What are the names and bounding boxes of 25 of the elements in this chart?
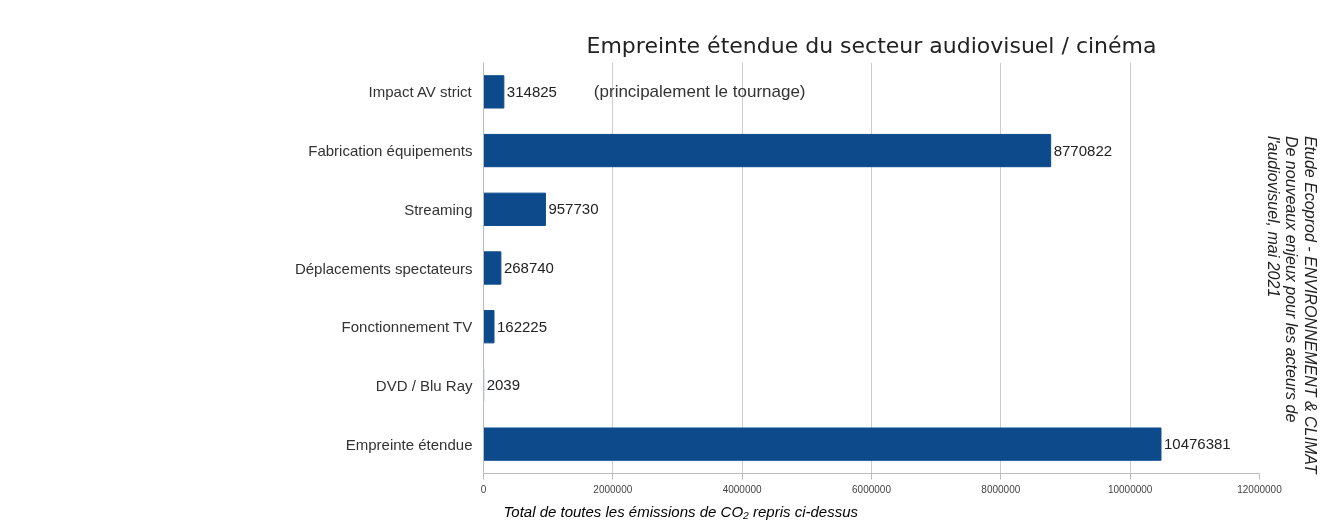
y-tick-label: Empreinte étendue bbox=[345, 435, 473, 453]
chart-title: Empreinte étendue du secteur audiovisuel / cinéma bbox=[586, 32, 1157, 58]
x-tick-label: 2000000 bbox=[593, 483, 633, 495]
x-tick-label: 8000000 bbox=[981, 483, 1021, 495]
x-tick-label: 12000000 bbox=[1237, 483, 1283, 495]
x-tick-label: 4000000 bbox=[722, 483, 763, 495]
y-tick-label: Streaming bbox=[404, 200, 473, 218]
annotation: (principalement le tournage) bbox=[593, 82, 806, 102]
data-label: 10476381 bbox=[1163, 435, 1231, 453]
y-tick-label: Impact AV strict bbox=[368, 83, 473, 101]
data-label: 314825 bbox=[506, 82, 557, 100]
y-tick-label: DVD / Blu Ray bbox=[375, 376, 473, 394]
y-tick-label: Déplacements spectateurs bbox=[294, 259, 473, 277]
data-label: 268740 bbox=[503, 259, 554, 276]
y-tick-label: Fonctionnement TV bbox=[341, 318, 473, 336]
y-tick-label: Fabrication équipements bbox=[308, 142, 473, 160]
text: Total de toutes les émissions de CO₂ repris ci-dessus bbox=[503, 502, 859, 520]
data-label: 957730 bbox=[548, 200, 599, 218]
x-tick-label: 10000000 bbox=[1107, 483, 1153, 495]
data-label: 162225 bbox=[496, 317, 548, 335]
data-label: 2039 bbox=[486, 376, 521, 394]
data-label: 8770822 bbox=[1053, 141, 1113, 159]
x-tick-label: 6000000 bbox=[852, 483, 892, 495]
text: Etude Ecoprod - ENVIRONNEMENT & CLIMAT De nouveaux enjeux pour les acteurs de l'audiovisuel, mai 2021 bbox=[1264, 135, 1319, 475]
x-tick-label: 0 bbox=[480, 483, 487, 495]
